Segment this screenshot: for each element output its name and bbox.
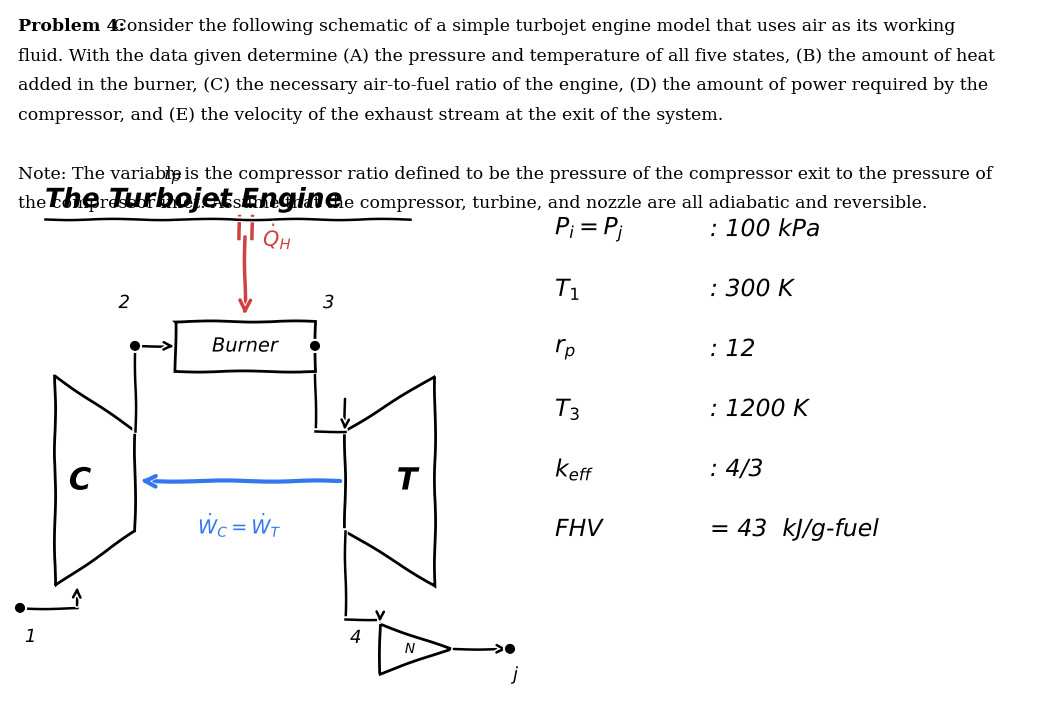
Text: added in the burner, (C) the necessary air-to-fuel ratio of the engine, (D) the : added in the burner, (C) the necessary a… <box>18 77 988 94</box>
Text: p: p <box>170 170 179 184</box>
Text: : 12: : 12 <box>710 337 755 361</box>
Text: Note: The variable: Note: The variable <box>18 166 187 183</box>
Text: Consider the following schematic of a simple turbojet engine model that uses air: Consider the following schematic of a si… <box>108 18 956 35</box>
Text: r: r <box>164 166 172 183</box>
Text: compressor, and (E) the velocity of the exhaust stream at the exit of the system: compressor, and (E) the velocity of the … <box>18 107 723 124</box>
Text: j: j <box>513 666 518 684</box>
Text: fluid. With the data given determine (A) the pressure and temperature of all fiv: fluid. With the data given determine (A)… <box>18 48 995 65</box>
Text: 1: 1 <box>25 628 36 646</box>
Bar <box>175 321 315 371</box>
Text: : 4/3: : 4/3 <box>710 457 764 481</box>
Text: 4: 4 <box>350 629 361 647</box>
Text: $k_{eff}$: $k_{eff}$ <box>555 456 595 482</box>
Text: Problem 4:: Problem 4: <box>18 18 125 35</box>
Text: : 100 kPa: : 100 kPa <box>710 217 820 241</box>
Text: FHV: FHV <box>555 517 602 541</box>
Text: Burner: Burner <box>212 337 278 355</box>
Text: 2: 2 <box>119 294 130 312</box>
Text: $\dot{Q}_H$: $\dot{Q}_H$ <box>263 221 292 252</box>
Text: : 1200 K: : 1200 K <box>710 397 808 421</box>
Text: : 300 K: : 300 K <box>710 277 793 301</box>
Text: The Turbojet Engine: The Turbojet Engine <box>45 187 342 213</box>
Text: $P_i = P_j$: $P_i = P_j$ <box>555 213 624 244</box>
Text: $T_3$: $T_3$ <box>555 396 581 422</box>
Text: is the compressor ratio defined to be the pressure of the compressor exit to the: is the compressor ratio defined to be th… <box>179 166 993 183</box>
Text: N: N <box>405 642 415 656</box>
Text: 3: 3 <box>323 294 335 312</box>
Text: $\dot{W}_C = \dot{W}_T$: $\dot{W}_C = \dot{W}_T$ <box>198 511 282 539</box>
Text: $r_p$: $r_p$ <box>555 336 577 363</box>
Text: $T_1$: $T_1$ <box>555 276 580 302</box>
Text: C: C <box>69 466 91 495</box>
Text: = 43  kJ/g-fuel: = 43 kJ/g-fuel <box>710 517 879 541</box>
Text: T: T <box>396 466 417 495</box>
Text: the compressor inlet. Assume that the compressor, turbine, and nozzle are all ad: the compressor inlet. Assume that the co… <box>18 195 927 213</box>
